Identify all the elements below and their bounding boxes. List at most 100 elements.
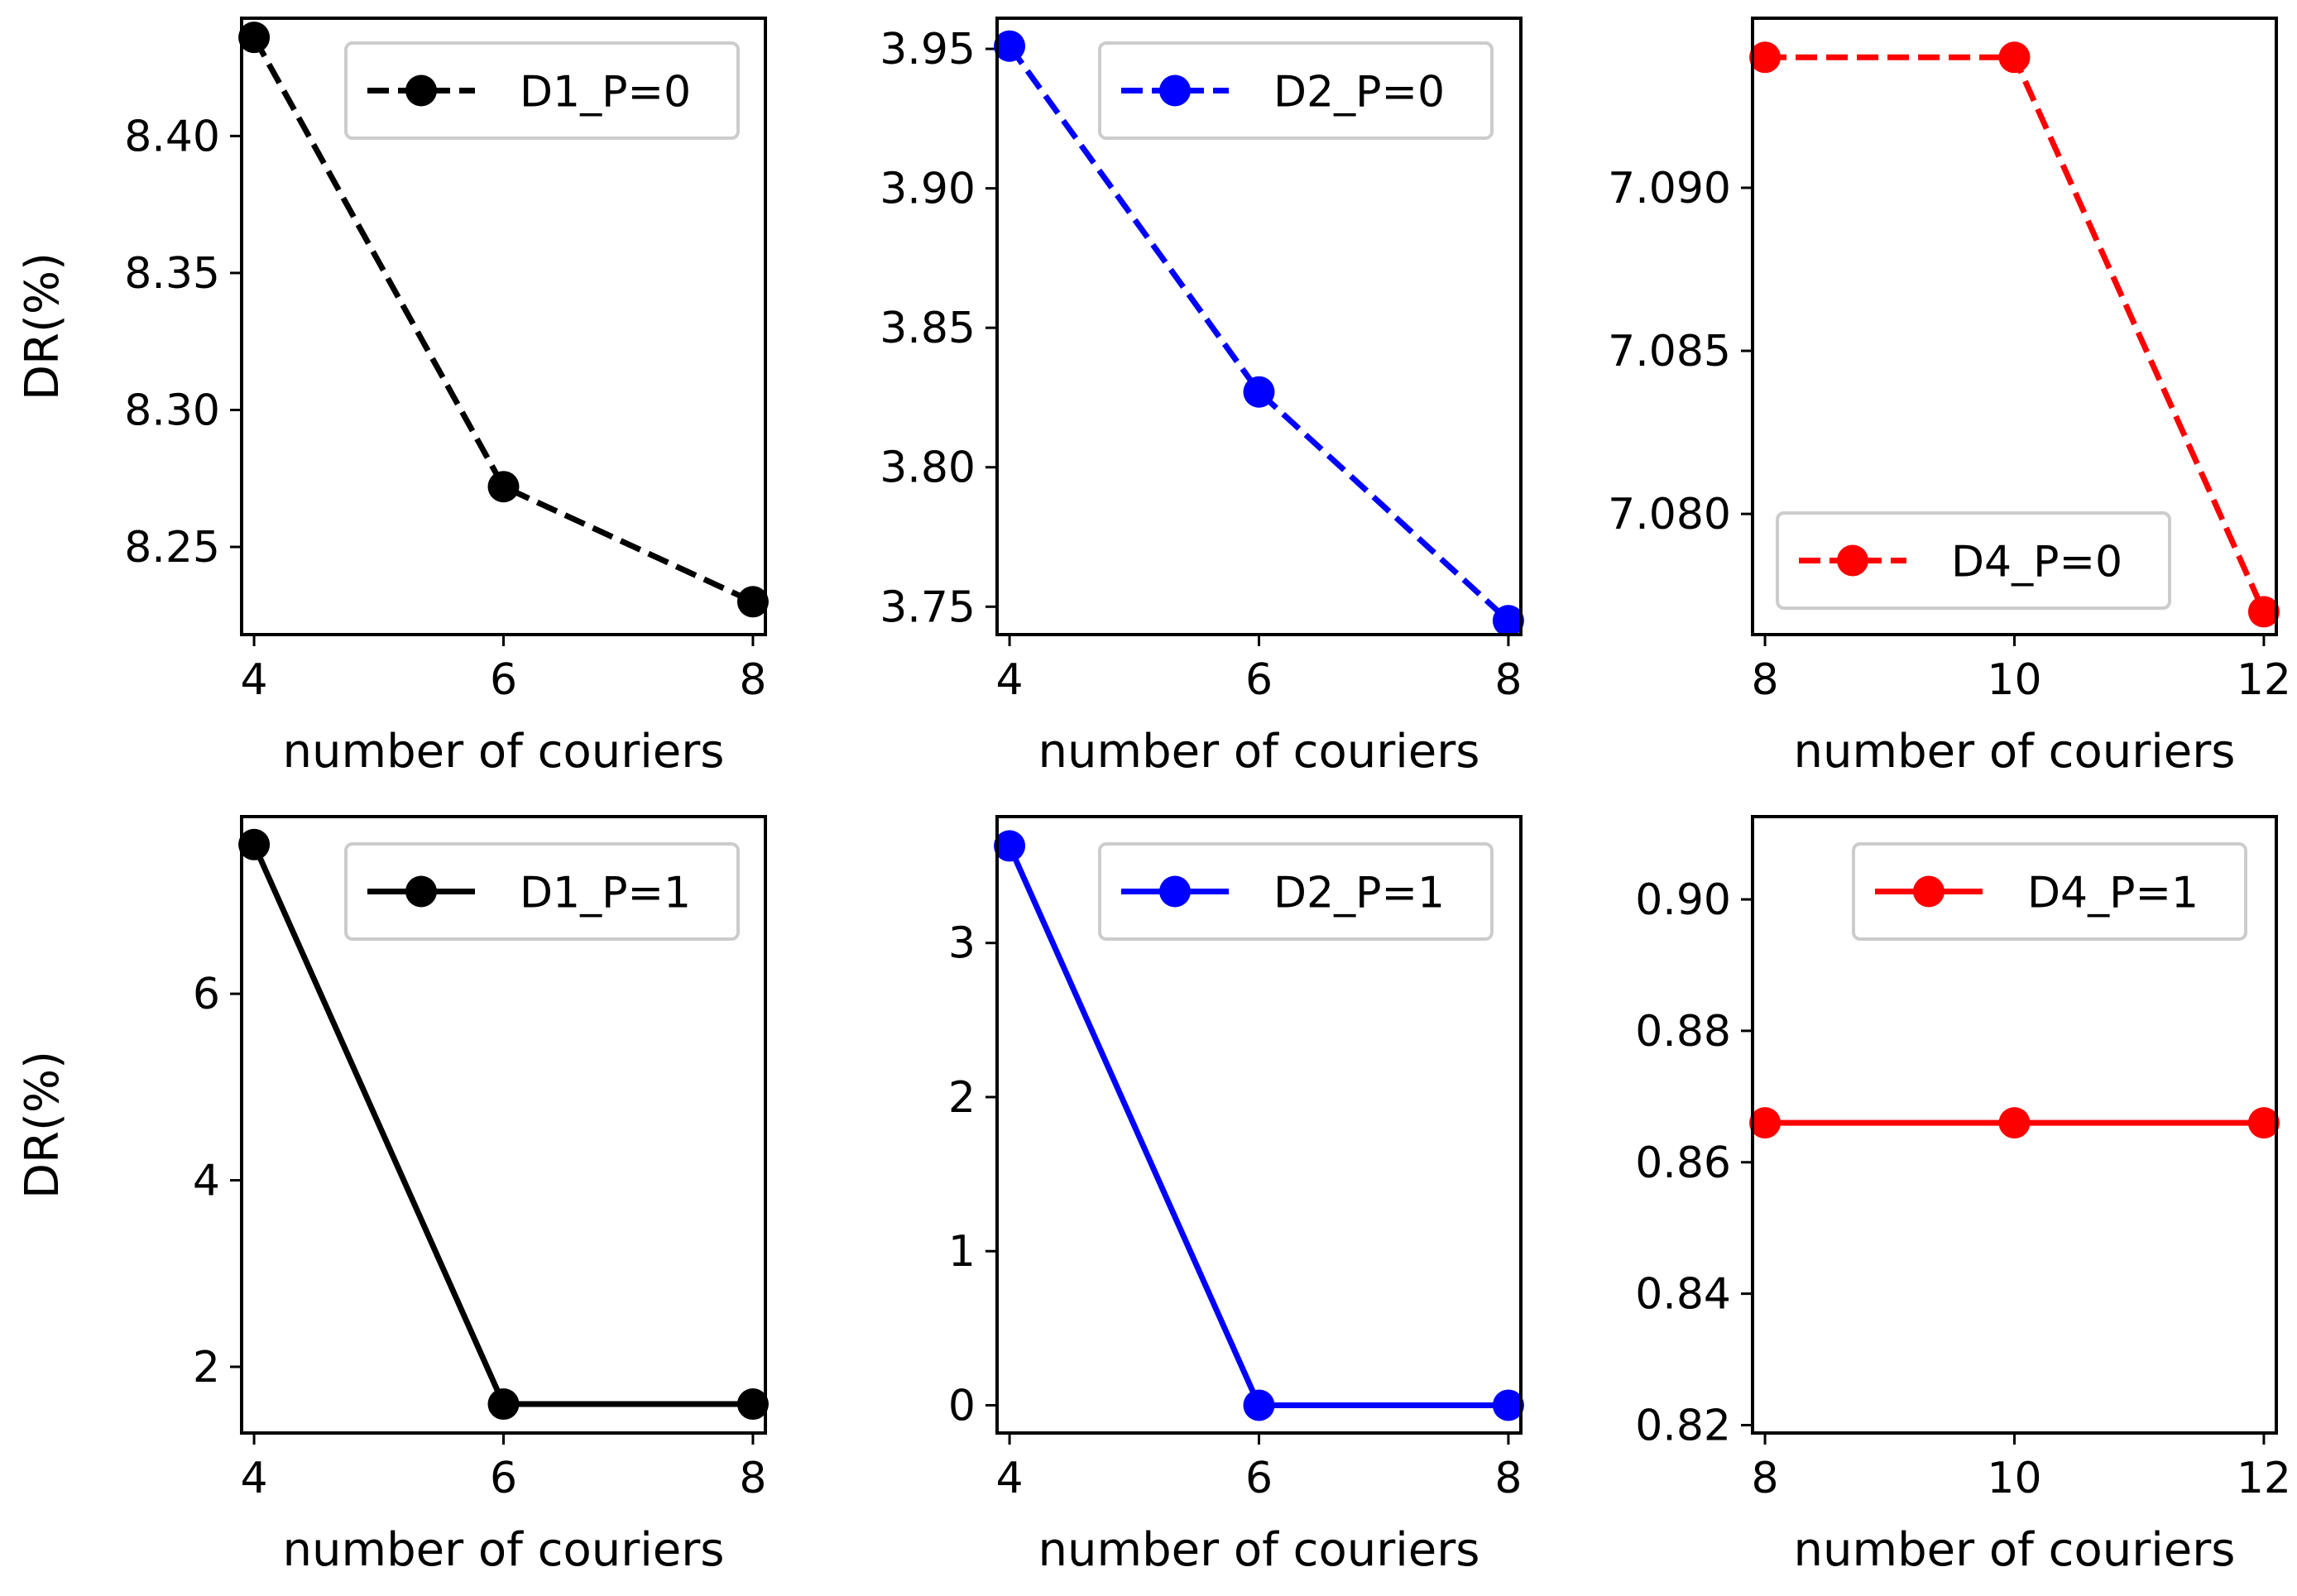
legend-marker bbox=[1159, 74, 1191, 107]
data-point bbox=[736, 1388, 769, 1421]
x-tick-label: 4 bbox=[996, 655, 1024, 705]
legend: D2_P=1 bbox=[1098, 842, 1494, 941]
legend-frame bbox=[1776, 511, 2171, 610]
y-tick-label: 8.30 bbox=[124, 386, 220, 435]
y-axis-label: DR(%) bbox=[16, 1051, 70, 1199]
legend-frame bbox=[1098, 842, 1494, 941]
axes-frame bbox=[1751, 815, 2278, 1435]
x-axis-label: number of couriers bbox=[283, 1523, 725, 1577]
y-tick-label: 0.90 bbox=[1635, 875, 1731, 925]
data-point bbox=[736, 586, 769, 618]
axes-frame bbox=[995, 815, 1523, 1435]
x-axis-label: number of couriers bbox=[1038, 725, 1480, 779]
y-tick-label: 3.95 bbox=[880, 25, 976, 74]
legend-label: D4_P=1 bbox=[2027, 869, 2199, 918]
legend-marker bbox=[405, 74, 437, 107]
data-point bbox=[1749, 41, 1781, 74]
x-tick-label: 4 bbox=[241, 655, 268, 705]
x-tick-label: 4 bbox=[996, 1454, 1024, 1503]
x-tick-label: 6 bbox=[490, 655, 517, 705]
y-tick-label: 3.85 bbox=[880, 304, 976, 353]
y-tick-label: 4 bbox=[193, 1157, 220, 1206]
x-tick-label: 4 bbox=[241, 1454, 268, 1503]
data-point bbox=[1749, 1107, 1781, 1139]
y-tick-label: 8.25 bbox=[124, 523, 220, 573]
legend: D2_P=0 bbox=[1098, 41, 1494, 140]
x-tick-label: 12 bbox=[2237, 655, 2291, 705]
legend: D1_P=0 bbox=[344, 41, 740, 140]
data-point bbox=[1998, 1107, 2031, 1139]
y-tick-label: 2 bbox=[948, 1073, 976, 1123]
x-tick-label: 8 bbox=[1752, 1454, 1779, 1503]
y-tick-label: 0.86 bbox=[1635, 1138, 1731, 1188]
x-tick-label: 8 bbox=[1494, 655, 1522, 705]
y-tick-label: 7.080 bbox=[1608, 490, 1731, 539]
subplot-3: 8 10 12 7.080 7.085 7.090 number of couriers D4… bbox=[1608, 17, 2291, 779]
y-tick-label: 8.35 bbox=[124, 249, 220, 299]
y-tick-label: 0.88 bbox=[1635, 1007, 1731, 1057]
legend-label: D2_P=0 bbox=[1273, 68, 1445, 117]
legend-label: D2_P=1 bbox=[1273, 869, 1445, 918]
legend: D4_P=0 bbox=[1776, 511, 2171, 610]
data-point bbox=[994, 830, 1026, 862]
axes-frame bbox=[1751, 17, 2278, 636]
data-point bbox=[2247, 1107, 2280, 1139]
y-tick-label: 1 bbox=[948, 1227, 976, 1277]
y-tick-label: 3 bbox=[948, 919, 976, 969]
subplot-6: 8 10 12 0.82 0.84 0.86 0.88 0.90 number of couri… bbox=[1635, 815, 2291, 1577]
legend: D1_P=1 bbox=[344, 842, 740, 941]
legend-label: D1_P=1 bbox=[520, 869, 691, 918]
x-tick-label: 6 bbox=[1245, 1454, 1273, 1503]
x-axis-label: number of couriers bbox=[283, 725, 725, 779]
x-tick-label: 12 bbox=[2237, 1454, 2291, 1503]
y-tick-label: 3.80 bbox=[880, 443, 976, 493]
data-point bbox=[238, 828, 271, 860]
x-axis-label: number of couriers bbox=[1794, 725, 2236, 779]
axes-frame bbox=[995, 17, 1523, 636]
x-tick-label: 8 bbox=[739, 655, 766, 705]
legend-frame bbox=[1852, 842, 2247, 941]
x-tick-label: 8 bbox=[739, 1454, 766, 1503]
y-tick-label: 0 bbox=[948, 1381, 976, 1431]
x-tick-label: 6 bbox=[490, 1454, 517, 1503]
data-point bbox=[1492, 605, 1524, 637]
data-point bbox=[487, 471, 520, 503]
legend: D4_P=1 bbox=[1852, 842, 2247, 941]
data-point bbox=[1243, 1389, 1275, 1421]
axes-frame bbox=[240, 17, 767, 636]
legend-marker bbox=[1837, 544, 1868, 577]
y-tick-label: 3.75 bbox=[880, 582, 976, 632]
data-point bbox=[994, 30, 1026, 62]
x-tick-label: 10 bbox=[1987, 655, 2041, 705]
legend-label: D1_P=0 bbox=[520, 68, 691, 117]
x-tick-label: 8 bbox=[1752, 655, 1779, 705]
data-point bbox=[2247, 596, 2280, 628]
x-axis-label: number of couriers bbox=[1038, 1523, 1480, 1577]
legend-marker bbox=[405, 875, 437, 908]
y-tick-label: 2 bbox=[193, 1343, 220, 1392]
subplot-5: 4 6 8 0 1 2 3 number of couriers D2_P=1 bbox=[948, 815, 1524, 1577]
y-tick-label: 0.84 bbox=[1635, 1270, 1731, 1320]
y-tick-label: 8.40 bbox=[124, 112, 220, 161]
legend-frame bbox=[344, 41, 740, 140]
y-tick-label: 7.090 bbox=[1608, 164, 1731, 213]
x-axis-label: number of couriers bbox=[1794, 1523, 2236, 1577]
legend-label: D4_P=0 bbox=[1951, 538, 2122, 587]
y-tick-label: 3.90 bbox=[880, 165, 976, 214]
legend-marker bbox=[1159, 875, 1191, 908]
subplot-1: 4 6 8 8.25 8.30 8.35 8.40 number of couriers DR(… bbox=[16, 17, 769, 779]
legend-marker bbox=[1913, 875, 1945, 908]
series-line bbox=[1007, 44, 1511, 623]
y-tick-label: 6 bbox=[193, 970, 220, 1019]
subplot-2: 4 6 8 3.75 3.80 3.85 3.90 3.95 number of courier… bbox=[880, 17, 1524, 779]
data-point bbox=[487, 1388, 520, 1421]
axes-frame bbox=[240, 815, 767, 1435]
data-point bbox=[1998, 41, 2031, 74]
series-line bbox=[252, 36, 755, 605]
x-tick-label: 10 bbox=[1987, 1454, 2041, 1503]
legend-frame bbox=[344, 842, 740, 941]
x-tick-label: 6 bbox=[1245, 655, 1273, 705]
legend-frame bbox=[1098, 41, 1494, 140]
x-tick-label: 8 bbox=[1494, 1454, 1522, 1503]
